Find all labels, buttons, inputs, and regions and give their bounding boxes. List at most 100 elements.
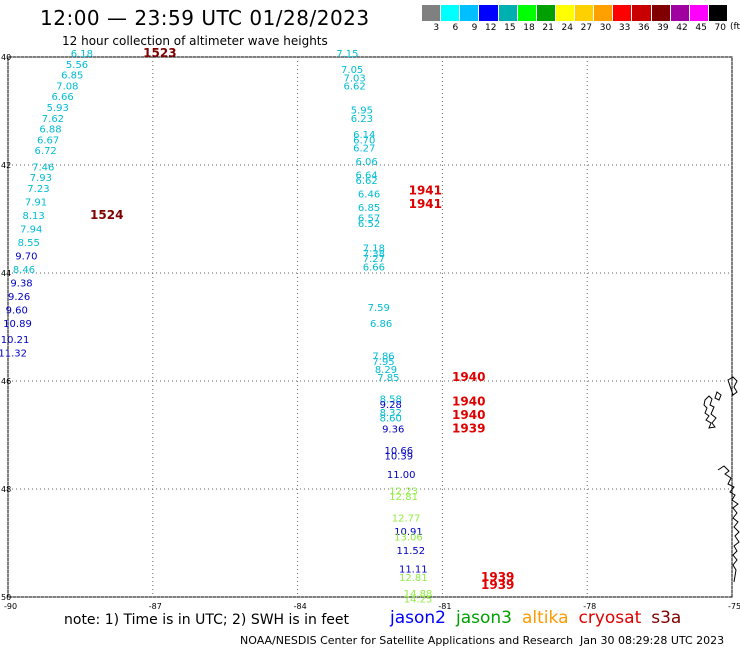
lon-tick-label: -81 (438, 602, 451, 611)
wave-height-value: 7.85 (377, 373, 399, 384)
scale-label: 33 (618, 23, 631, 33)
wave-height-value: 14.88 (404, 589, 433, 600)
scale-swatch (670, 5, 690, 21)
scale-label: 27 (580, 23, 593, 33)
scale-swatch (479, 5, 499, 21)
wave-height-value: 7.86 (372, 351, 394, 362)
wave-height-value: 8.46 (13, 265, 35, 276)
wave-height-value: 7.95 (372, 357, 394, 368)
footer-note: note: 1) Time is in UTC; 2) SWH is in fe… (64, 612, 350, 628)
wave-height-value: 8.60 (380, 414, 402, 425)
scale-label: 6 (452, 23, 459, 33)
wave-height-value: 6.23 (351, 114, 373, 125)
wave-height-value: 7.46 (32, 162, 54, 173)
wave-height-value: 8.32 (380, 408, 402, 419)
wave-height-value: 7.59 (368, 303, 390, 314)
wave-height-value: 6.62 (356, 176, 378, 187)
wave-height-value: 8.29 (375, 365, 397, 376)
scale-swatch (441, 5, 461, 21)
scale-label: 24 (561, 23, 573, 33)
scale-label: 12 (485, 23, 497, 33)
scale-swatch (651, 5, 671, 21)
satellite-jason3: jason3 (456, 608, 512, 628)
wave-height-value: 6.72 (35, 146, 57, 157)
coastline-east (703, 376, 740, 583)
wave-height-value: 12.23 (389, 486, 418, 497)
map-subtitle: 12 hour collection of altimeter wave hei… (62, 34, 328, 48)
coastline (703, 376, 740, 583)
scale-label: 45 (695, 23, 707, 33)
pass-time-label: 1939 (481, 570, 514, 584)
wave-height-value: 7.62 (42, 114, 64, 125)
scale-label: 15 (504, 23, 516, 33)
wave-height-value: 7.27 (363, 254, 385, 265)
satellite-cryosat: cryosat (578, 608, 642, 628)
scale-label: 30 (599, 23, 612, 33)
lat-tick-label: 50 (1, 593, 11, 602)
pass-time-label: 1939 (481, 578, 514, 592)
scale-swatch (613, 5, 633, 21)
wave-height-value: 9.26 (8, 292, 30, 303)
scale-label: 21 (542, 23, 554, 33)
wave-height-value: 9.36 (382, 424, 404, 435)
wave-height-value: 10.91 (394, 527, 423, 538)
wave-height-value: 8.58 (380, 395, 402, 406)
scale-label: 9 (471, 23, 478, 33)
pass-time-label: 1940 (452, 394, 485, 408)
lat-tick-label: 44 (1, 269, 11, 278)
satellite-legend: jason2 jason3 altika cryosat s3a (390, 608, 691, 628)
scale-label: 3 (433, 23, 440, 33)
scale-swatch (555, 5, 575, 21)
wave-height-value: 12.81 (399, 573, 428, 584)
wave-height-value: 6.66 (51, 92, 73, 103)
scale-swatch (708, 5, 728, 21)
lat-tick-label: 40 (1, 53, 11, 62)
scale-swatch (536, 5, 556, 21)
lon-tick-label: -78 (583, 602, 596, 611)
pass-time-label: 1941 (409, 197, 442, 211)
wave-height-value: 11.00 (387, 470, 416, 481)
satellite-altika: altika (522, 608, 569, 628)
wave-height-value: 6.57 (358, 214, 380, 225)
wave-height-value: 6.66 (363, 262, 385, 273)
wave-height-value: 6.70 (353, 135, 375, 146)
wave-height-value: 11.32 (0, 349, 27, 360)
credit-text: NOAA/NESDIS Center for Satellite Applica… (240, 634, 574, 647)
wave-height-value: 9.60 (6, 306, 28, 317)
wave-height-value: 7.38 (363, 249, 385, 260)
pass-time-label: 1940 (452, 408, 485, 422)
wave-height-value: 6.88 (39, 125, 61, 136)
observations: 6.185.566.857.086.665.937.626.886.676.72… (0, 46, 514, 605)
satellite-jason2: jason2 (390, 608, 446, 628)
lon-tick-label: -87 (149, 602, 162, 611)
wave-height-value: 7.91 (25, 198, 47, 209)
lon-tick-label: -84 (294, 602, 307, 611)
scale-swatch (422, 5, 442, 21)
scale-swatch (632, 5, 652, 21)
wave-height-value: 6.14 (353, 130, 375, 141)
wave-height-value: 6.64 (356, 171, 378, 182)
wave-height-value: 6.85 (358, 203, 380, 214)
lat-tick-label: 46 (1, 377, 11, 386)
wave-height-value: 5.56 (66, 60, 88, 71)
wave-height-value: 5.95 (351, 106, 373, 117)
scale-label: 42 (676, 23, 688, 33)
wave-height-value: 12.77 (392, 513, 421, 524)
wave-height-value: 6.67 (37, 135, 59, 146)
wave-height-value: 7.23 (27, 184, 49, 195)
scale-label: 70 (714, 23, 726, 33)
wave-height-value: 6.52 (358, 219, 380, 230)
scale-swatch (498, 5, 518, 21)
wave-height-value: 6.46 (358, 189, 380, 200)
satellite-s3a: s3a (651, 608, 682, 628)
wave-height-value: 10.39 (384, 451, 413, 462)
wave-height-value: 6.85 (61, 71, 83, 82)
wave-height-value: 7.93 (30, 173, 52, 184)
wave-height-value: 8.13 (22, 211, 44, 222)
wave-height-value: 6.86 (370, 319, 392, 330)
wave-height-value: 7.18 (363, 243, 385, 254)
pass-time-label: 1523 (143, 46, 176, 60)
wave-height-value: 11.52 (397, 546, 426, 557)
map-title: 12:00 — 23:59 UTC 01/28/2023 (40, 6, 370, 30)
